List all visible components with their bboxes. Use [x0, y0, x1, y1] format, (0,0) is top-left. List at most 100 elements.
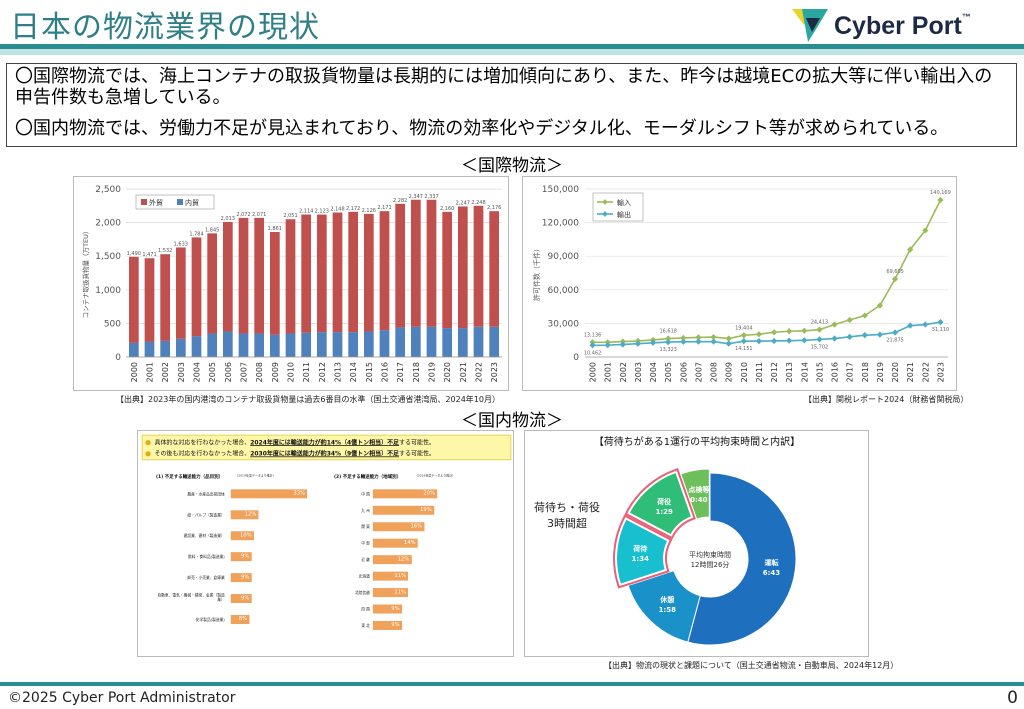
total-label: 1,845 — [205, 227, 219, 233]
total-label: 2,347 — [409, 194, 423, 200]
y-axis-label: 許可件数（千件） — [532, 245, 541, 301]
region-label: 東 北 — [361, 623, 370, 629]
x-tick-label: 2007 — [694, 362, 703, 382]
shortage-bar: 16% — [372, 522, 425, 532]
point-輸入 — [755, 331, 763, 338]
x-tick-label: 2002 — [619, 362, 628, 382]
legend-label: 輸入 — [617, 198, 631, 207]
region-label: 北海道 — [358, 574, 370, 580]
x-tick-label: 2019 — [876, 362, 885, 382]
bar-外貿 — [285, 219, 296, 334]
x-tick-label: 2020 — [891, 362, 900, 382]
container-volume-chart-panel: 0 500 1,000 1,500 2,000 2,500 コンテナ取扱貨物量（万TEU） 1… — [73, 176, 509, 391]
bar-内貿 — [332, 332, 343, 357]
footer-rule — [0, 682, 1024, 686]
shortage-bar: 8% — [230, 615, 250, 624]
region-label: 四 国 — [361, 607, 370, 613]
total-label: 2,172 — [346, 206, 360, 212]
x-tick-label: 2013 — [334, 362, 343, 382]
bar-内貿 — [395, 327, 406, 357]
bar-外貿 — [144, 258, 155, 342]
bar-外貿 — [222, 221, 233, 332]
shortage-bar-value: 9% — [241, 594, 250, 601]
point-輸出 — [755, 337, 763, 345]
total-label: 2,123 — [315, 209, 329, 215]
bar-内貿 — [426, 326, 437, 357]
bar-外貿 — [395, 203, 406, 328]
data-label: 14,151 — [735, 346, 753, 352]
data-label: 15,702 — [811, 344, 829, 350]
legend-swatch — [141, 199, 147, 205]
slice-value: 1:29 — [655, 508, 673, 516]
data-label: 24,413 — [811, 320, 829, 326]
point-輸入 — [816, 326, 823, 333]
total-label: 2,013 — [221, 216, 235, 222]
legend-box — [592, 192, 644, 222]
bar-内貿 — [410, 326, 421, 357]
shortage-bar: 9% — [372, 604, 402, 614]
bar-内貿 — [254, 333, 265, 357]
bar-内貿 — [363, 331, 374, 357]
legend-label: 外貿 — [149, 198, 163, 207]
data-label: 13,136 — [584, 332, 602, 338]
bar-内貿 — [207, 333, 218, 357]
total-label: 2,176 — [487, 205, 501, 211]
total-label: 2,126 — [362, 208, 376, 214]
shortage-bar: 11% — [372, 571, 409, 581]
total-label: 2,248 — [471, 200, 485, 206]
slice-label: 荷役 — [656, 497, 672, 506]
shortage-bar: 11% — [372, 588, 409, 598]
point-輸出 — [801, 337, 808, 344]
logo-text: Cyber Port™ — [834, 12, 971, 40]
point-輸出 — [665, 338, 672, 346]
y-tick-label: 500 — [104, 319, 121, 329]
point-輸入 — [801, 327, 808, 334]
section-title-international: ＜国際物流＞ — [461, 156, 563, 176]
x-tick-label: 2020 — [443, 362, 452, 382]
center-value: 12時間26分 — [691, 560, 730, 569]
slice-value: 6:43 — [763, 569, 781, 577]
total-label: 2,071 — [252, 212, 266, 218]
page-title: 日本の物流業界の現状 — [10, 10, 320, 45]
y-tick-label: 120,000 — [542, 219, 579, 229]
bar-外貿 — [332, 212, 343, 333]
slice-label: 点検等 — [688, 485, 709, 494]
point-輸入 — [937, 196, 944, 204]
point-輸入 — [891, 275, 899, 283]
x-tick-label: 2023 — [936, 362, 945, 382]
x-tick-label: 2000 — [130, 362, 139, 382]
point-輸出 — [937, 319, 944, 326]
bar-外貿 — [160, 254, 171, 341]
bar-内貿 — [269, 334, 280, 357]
total-label: 1,861 — [268, 226, 282, 232]
x-tick-label: 2011 — [302, 362, 311, 382]
bar-内貿 — [457, 328, 468, 357]
shortage-bar-value: 16% — [410, 523, 423, 529]
shortage-bar-value: 14% — [404, 539, 416, 546]
bar-外貿 — [410, 199, 421, 327]
callout-label: 荷待ち・荷役 — [534, 500, 600, 514]
data-label: 13,323 — [659, 347, 677, 353]
legend: 外貿 内貿 — [135, 194, 215, 210]
total-label: 2,114 — [299, 209, 313, 215]
slice-荷待 — [615, 517, 670, 587]
bar-内貿 — [222, 331, 233, 357]
point-輸出 — [831, 335, 838, 342]
shortage-bar: 10% — [230, 531, 254, 541]
slice-label: 運転 — [764, 558, 778, 567]
bar-外貿 — [426, 199, 437, 327]
slice-運転 — [687, 472, 797, 646]
industry-label: 飲料・食料品(製造業) — [188, 555, 225, 560]
total-label: 1,471 — [142, 252, 156, 258]
point-輸出 — [710, 338, 717, 345]
y-tick-label: 2,500 — [95, 185, 121, 195]
bar-外貿 — [473, 205, 484, 327]
shortage-bar-value: 8% — [238, 615, 248, 622]
industry-label: 紙・パルプ（製造業） — [187, 513, 225, 518]
cyber-port-logo: Cyber Port™ — [790, 6, 1015, 44]
region-label: 北陸信越 — [354, 591, 370, 596]
source-container: 【出典】2023年の国内港湾のコンテナ取扱貨物量は過去6番目の水準（国土交通省港… — [116, 395, 500, 404]
shortage-bar-value: 12% — [397, 555, 410, 562]
summary-international: 〇国際物流では、海上コンテナの取扱貨物量は長期的には増加傾向にあり、また、昨今は… — [15, 66, 993, 108]
